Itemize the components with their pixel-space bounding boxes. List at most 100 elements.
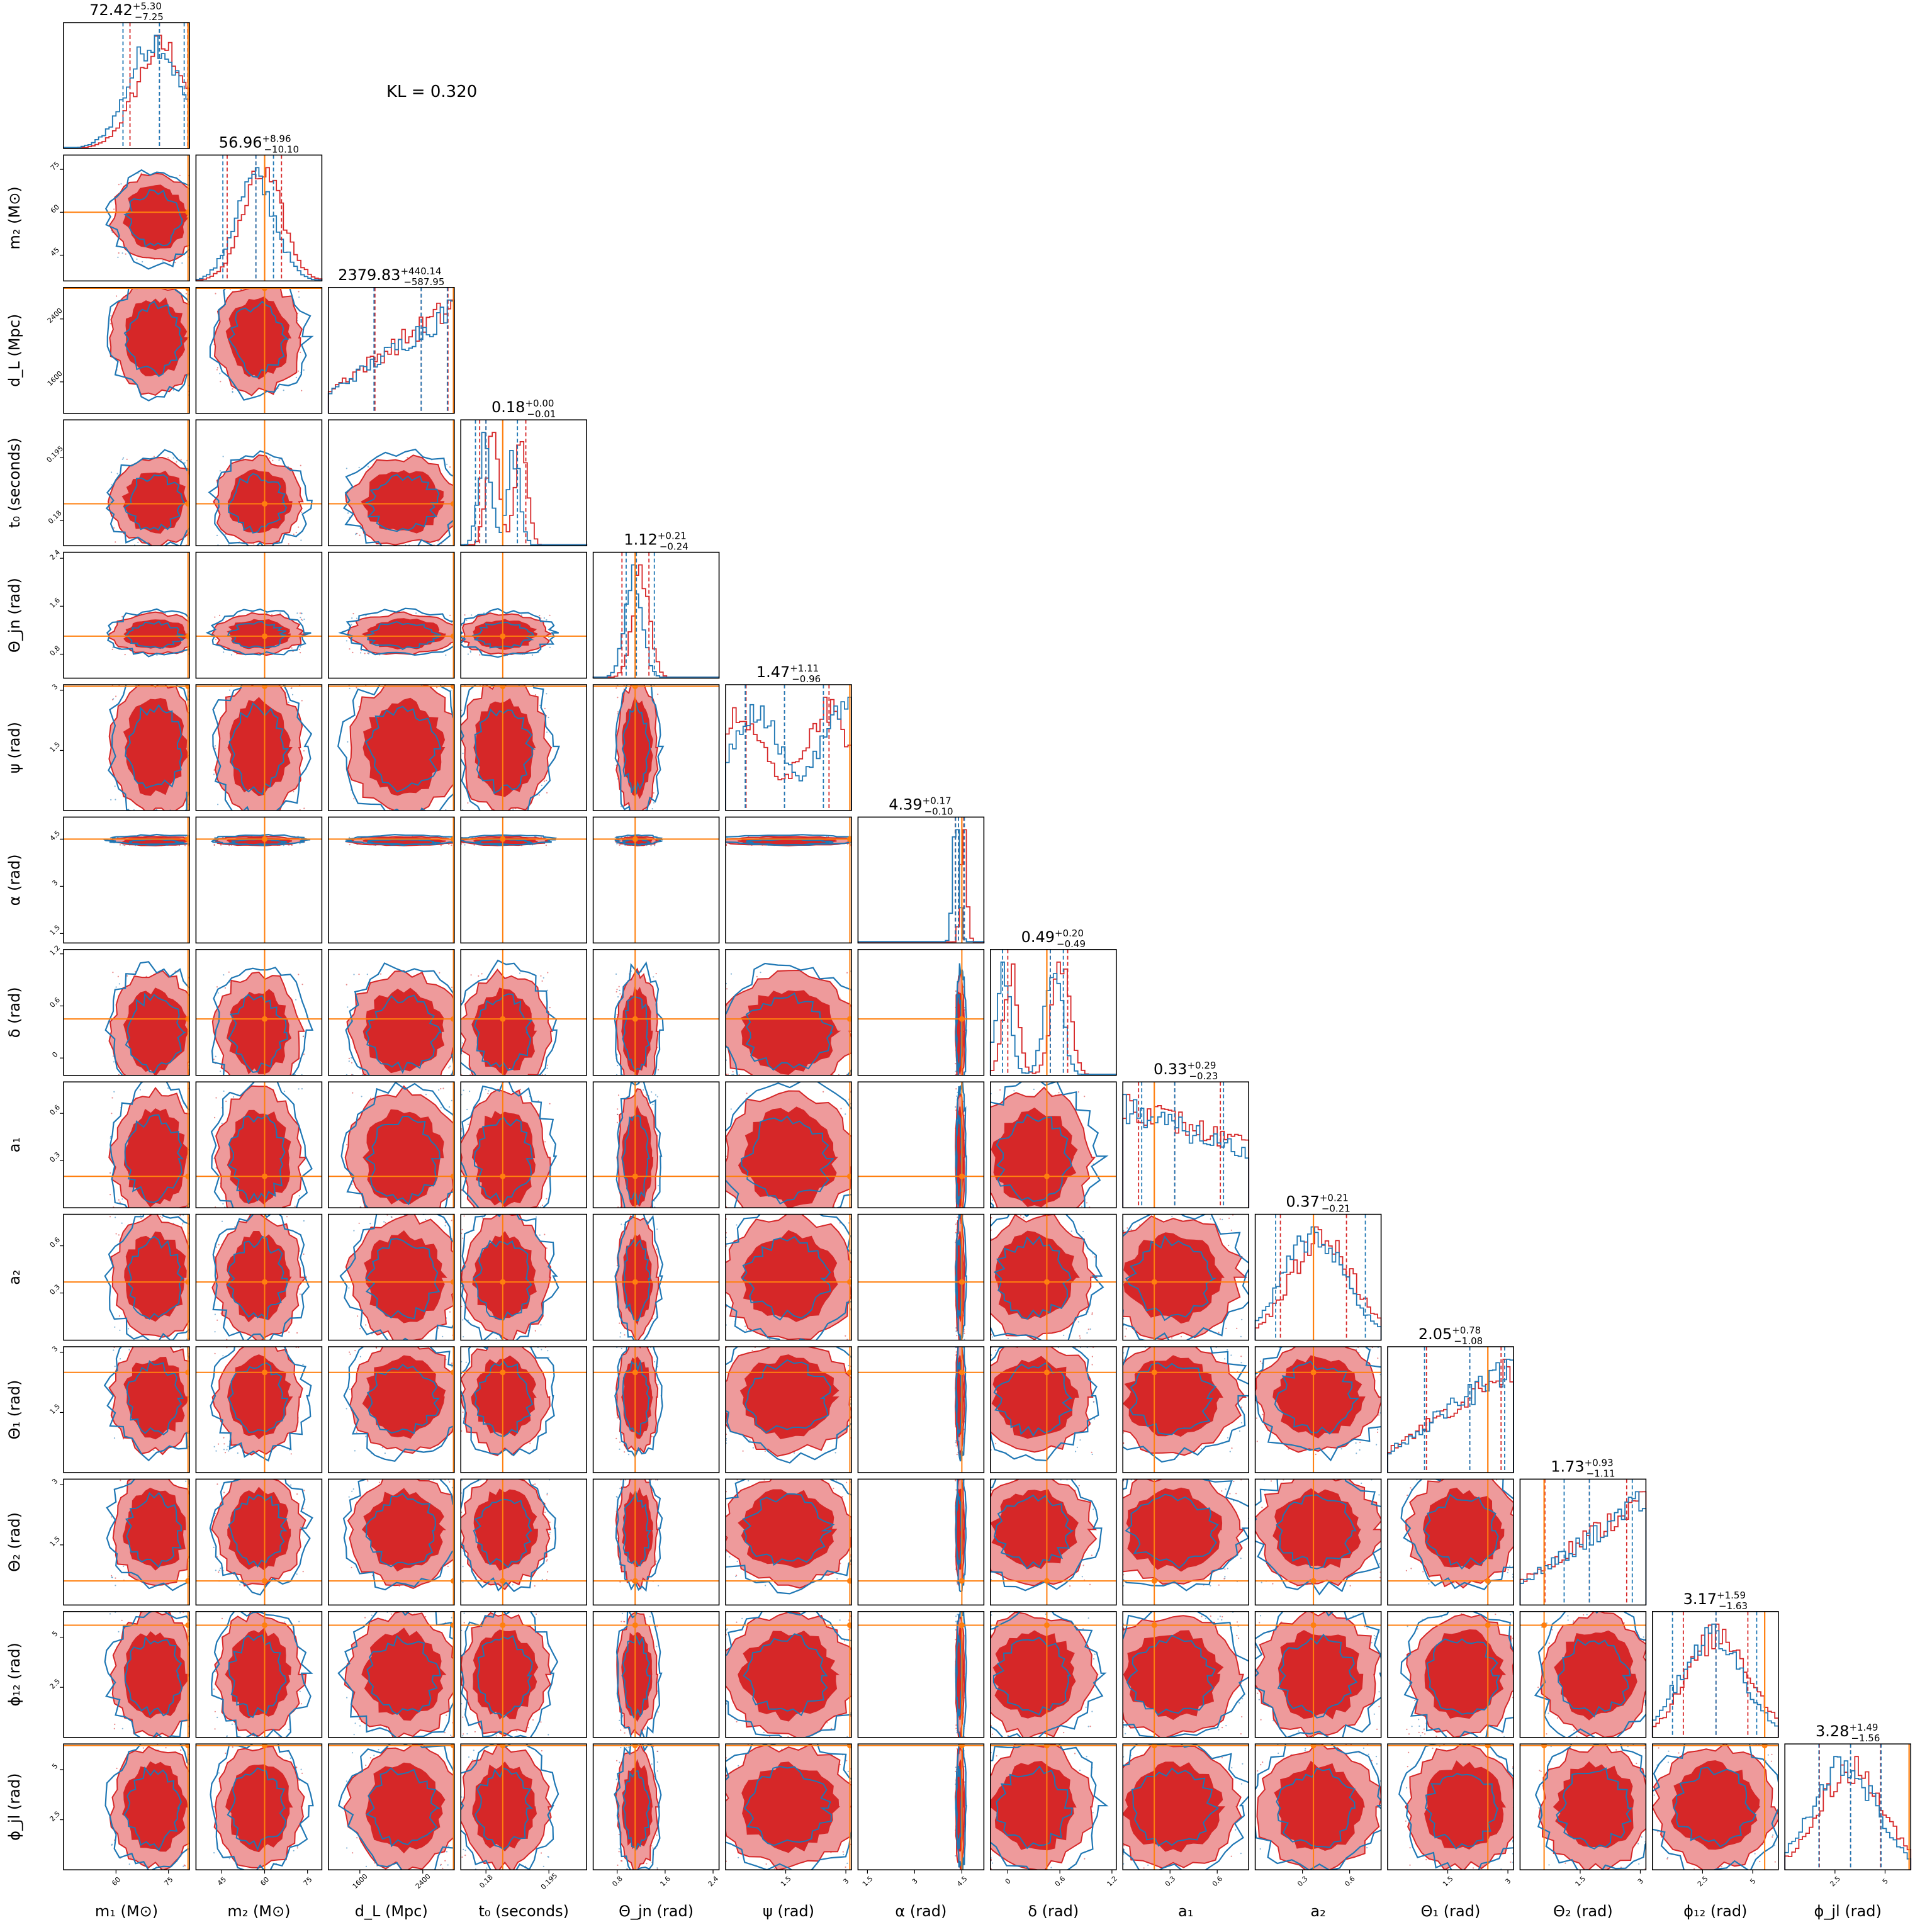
panel-frame (725, 684, 852, 811)
sample-point (448, 1106, 451, 1108)
contour-group (196, 1082, 322, 1208)
panel-t0-m2 (195, 419, 323, 547)
truth-marker (451, 1016, 454, 1022)
sample-point (232, 1096, 235, 1098)
sample-point (349, 687, 351, 689)
sample-point (161, 1216, 163, 1218)
sample-point (293, 533, 295, 536)
panel-a2-a1 (1122, 1213, 1249, 1341)
sample-point (840, 1108, 842, 1109)
sample-point (746, 1092, 748, 1094)
sample-point (283, 390, 284, 391)
sample-point (115, 1216, 116, 1218)
sample-point (301, 700, 303, 702)
panel-delta-thetajn (592, 949, 720, 1076)
sample-point (174, 262, 176, 264)
sample-point (296, 1332, 298, 1334)
sample-point (113, 208, 115, 210)
sample-point (176, 461, 177, 463)
sample-point (462, 753, 464, 755)
sample-point (619, 1336, 621, 1338)
histogram-run-b (327, 299, 455, 413)
sample-point (653, 802, 655, 804)
sample-point (114, 785, 116, 787)
contour-inner-run-a (125, 297, 189, 376)
y-tick-label: 0.6 (48, 996, 62, 1009)
sample-point (298, 974, 300, 975)
sample-point (469, 1091, 471, 1092)
sample-point (221, 1123, 223, 1125)
panel-frame (195, 551, 323, 679)
sample-point (730, 1108, 732, 1110)
sample-point (303, 1053, 305, 1055)
sample-point (180, 459, 182, 461)
sample-point (118, 1315, 120, 1317)
title-value: 1.12 (624, 531, 657, 549)
sample-point (415, 612, 417, 614)
sample-point (303, 369, 305, 371)
truth-marker (1151, 1279, 1157, 1285)
sample-point (119, 844, 121, 846)
sample-point (473, 844, 475, 846)
contour-group (858, 1082, 984, 1208)
contour-group (461, 817, 587, 943)
panel-a2-m1: 0.30.6a₂ (6, 1213, 190, 1341)
sample-point (727, 1074, 729, 1076)
sample-point (385, 1222, 386, 1224)
sample-point (616, 989, 618, 991)
sample-point (222, 1355, 224, 1357)
sample-point (620, 1332, 622, 1334)
truth-marker (185, 1279, 189, 1285)
sample-point (218, 614, 221, 617)
truth-marker (185, 633, 189, 639)
sample-point (219, 470, 221, 472)
panel-frame (63, 154, 190, 282)
title-minus: −0.23 (1189, 1070, 1218, 1082)
y-axis-label: Θ₁ (rad) (6, 1380, 23, 1440)
sample-point (295, 532, 297, 534)
sample-point (463, 1336, 464, 1338)
sample-point (302, 1036, 304, 1038)
title-plus: +0.21 (658, 531, 687, 542)
sample-point (546, 1247, 548, 1249)
panel-alpha-m2 (195, 816, 323, 944)
sample-point (657, 694, 659, 695)
sample-point (110, 315, 112, 317)
sample-point (122, 844, 124, 846)
sample-point (298, 1195, 300, 1197)
sample-point (232, 388, 233, 390)
histogram-run-a (725, 697, 852, 811)
sample-point (114, 1366, 116, 1368)
sample-point (345, 984, 347, 986)
sample-point (955, 1088, 957, 1090)
sample-point (546, 780, 548, 782)
contour-group (196, 287, 322, 413)
sample-point (617, 1065, 619, 1067)
truth-marker (185, 836, 189, 842)
sample-point (617, 1113, 619, 1115)
panel-thetajn-t0 (460, 551, 588, 679)
sample-point (112, 972, 114, 974)
sample-point (451, 1220, 452, 1222)
panel-a2-alpha (857, 1213, 985, 1341)
y-axis-label: δ (rad) (6, 987, 23, 1038)
title-plus: +8.96 (262, 133, 291, 144)
sample-point (295, 376, 297, 378)
panel-title: 1.12+0.21 −0.24 (624, 531, 688, 553)
y-tick-label: 0.18 (47, 509, 64, 526)
contour-group (858, 949, 984, 1076)
sample-point (543, 617, 546, 619)
y-tick-label: 0 (50, 1050, 59, 1059)
sample-point (469, 650, 471, 652)
y-tick-label: 3 (50, 683, 59, 692)
sample-point (657, 1184, 659, 1187)
sample-point (346, 1143, 348, 1145)
sample-point (617, 697, 619, 699)
sample-point (348, 1287, 350, 1289)
sample-point (369, 1223, 371, 1225)
sample-point (617, 996, 619, 998)
panel-thetajn-dL (327, 551, 455, 679)
sample-point (228, 689, 231, 691)
title-plus: +440.14 (400, 266, 441, 277)
